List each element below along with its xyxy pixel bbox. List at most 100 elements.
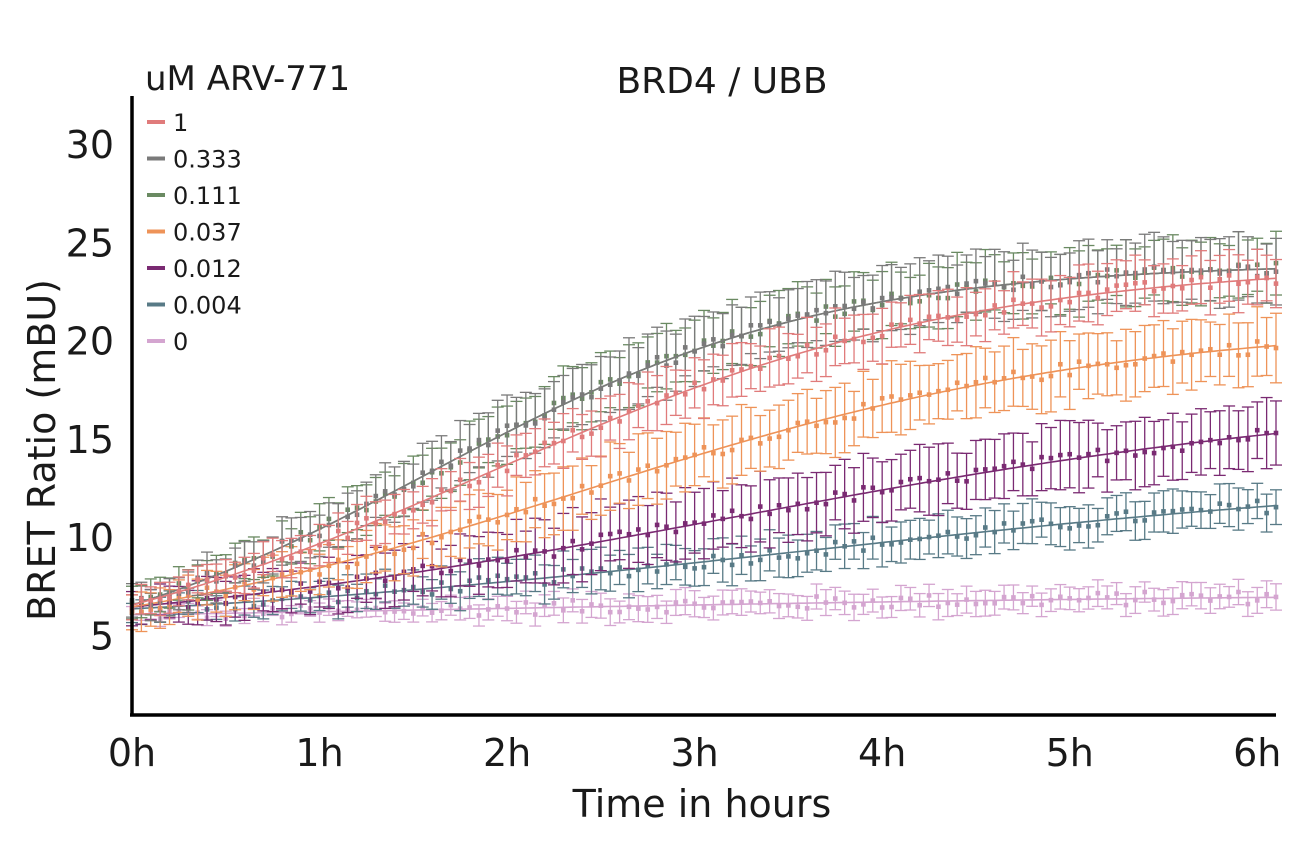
data-point	[561, 545, 566, 551]
x-tick-label: 4h	[858, 731, 906, 775]
data-point	[298, 569, 304, 575]
data-point	[673, 529, 679, 535]
data-point	[1254, 598, 1260, 603]
data-point	[992, 529, 997, 535]
data-point	[814, 500, 819, 505]
data-point	[795, 556, 801, 561]
data-point	[607, 531, 613, 537]
data-point	[551, 601, 557, 606]
data-point	[354, 520, 360, 526]
data-point	[1095, 361, 1101, 367]
data-point	[317, 572, 322, 577]
data-point	[439, 487, 444, 493]
data-point	[786, 603, 791, 608]
data-point	[964, 281, 969, 286]
data-point	[748, 599, 754, 604]
data-point	[804, 312, 810, 317]
data-point	[467, 605, 472, 610]
data-point	[364, 515, 369, 521]
data-point	[561, 438, 566, 444]
data-point	[814, 423, 819, 429]
data-point	[739, 552, 744, 558]
data-point	[1076, 290, 1082, 296]
data-point	[964, 479, 969, 484]
data-point	[1104, 361, 1110, 367]
data-point	[542, 603, 547, 608]
data-point	[1114, 591, 1119, 596]
data-point	[898, 397, 904, 402]
data-point	[645, 463, 651, 469]
data-point	[232, 575, 238, 580]
data-point	[832, 539, 838, 545]
data-point	[701, 605, 707, 610]
data-point	[823, 310, 829, 316]
data-point	[448, 488, 454, 494]
data-point	[954, 317, 960, 322]
y-tick-label: 20	[66, 320, 114, 364]
y-axis-title: BRET Ratio (mBU)	[20, 279, 64, 621]
data-point	[711, 513, 716, 518]
data-point	[279, 614, 285, 620]
data-point	[607, 415, 613, 421]
data-point	[1058, 594, 1063, 600]
y-tick-label: 10	[66, 516, 114, 560]
data-point	[157, 596, 163, 602]
data-point	[1011, 595, 1016, 600]
data-point	[1198, 593, 1204, 598]
data-point	[1067, 451, 1073, 457]
data-point	[382, 578, 388, 584]
data-point	[795, 353, 801, 359]
data-point	[851, 336, 857, 342]
data-point	[1264, 591, 1269, 597]
data-point	[1011, 369, 1016, 375]
data-point	[879, 295, 885, 301]
data-point	[1058, 524, 1063, 530]
data-point	[926, 478, 932, 484]
data-point	[983, 467, 988, 472]
data-point	[223, 593, 229, 599]
data-point	[907, 393, 913, 398]
data-point	[692, 520, 697, 525]
data-point	[786, 507, 791, 513]
data-point	[795, 313, 801, 318]
data-point	[1264, 344, 1269, 349]
data-point	[420, 502, 425, 508]
legend-label: 0.004	[173, 292, 242, 320]
data-point	[476, 479, 482, 485]
data-point	[589, 602, 594, 607]
data-point	[842, 338, 847, 344]
data-point	[260, 555, 266, 561]
data-point	[1245, 437, 1251, 442]
data-point	[1142, 356, 1148, 361]
data-point	[373, 493, 379, 499]
data-point	[898, 296, 904, 301]
data-point	[486, 473, 491, 478]
data-point	[551, 440, 557, 446]
data-point	[1020, 600, 1026, 606]
data-point	[476, 563, 482, 568]
data-point	[626, 478, 632, 483]
data-point	[832, 596, 838, 601]
data-point	[964, 383, 969, 389]
data-point	[1039, 454, 1044, 460]
data-point	[589, 431, 594, 436]
data-point	[326, 541, 332, 547]
data-point	[1039, 517, 1044, 522]
data-point	[870, 535, 876, 541]
data-point	[495, 603, 501, 609]
data-point	[1001, 284, 1007, 289]
data-point	[1226, 273, 1232, 278]
data-point	[926, 314, 932, 320]
data-point	[636, 467, 641, 472]
data-point	[1123, 509, 1129, 515]
data-point	[1236, 353, 1241, 358]
data-point	[307, 567, 313, 572]
data-point	[776, 503, 782, 508]
data-point	[523, 509, 529, 515]
data-point	[861, 602, 866, 607]
data-point	[729, 368, 735, 373]
data-point	[1198, 439, 1204, 445]
data-point	[814, 307, 819, 313]
data-point	[1067, 372, 1073, 378]
data-point	[523, 453, 529, 458]
